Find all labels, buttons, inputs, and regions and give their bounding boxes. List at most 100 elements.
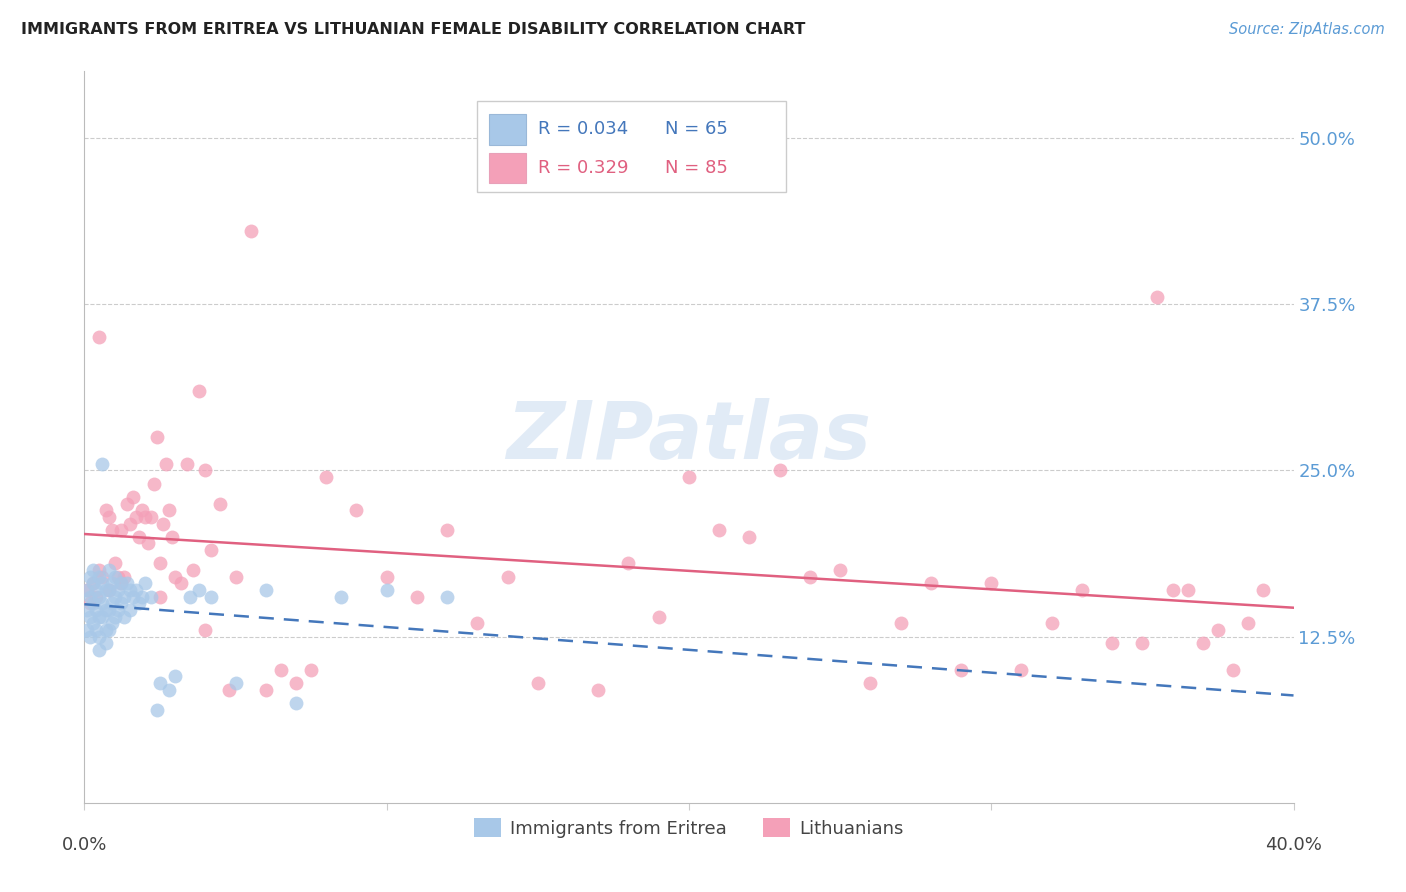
Point <box>131 590 153 604</box>
Text: N = 65: N = 65 <box>665 120 728 138</box>
Point <box>82 616 104 631</box>
Point <box>200 590 222 604</box>
Point <box>115 497 138 511</box>
Point <box>136 536 159 550</box>
Point <box>86 590 108 604</box>
Point <box>254 582 277 597</box>
Point <box>89 643 111 657</box>
Point <box>86 582 108 597</box>
Point <box>1130 636 1153 650</box>
Point <box>110 523 132 537</box>
Point <box>225 570 247 584</box>
Point <box>239 224 262 238</box>
Point <box>799 570 821 584</box>
Point <box>648 609 671 624</box>
Point <box>1071 582 1094 597</box>
Point <box>110 576 132 591</box>
Point <box>678 470 700 484</box>
Point <box>225 676 247 690</box>
Point <box>104 557 127 571</box>
Point <box>375 582 398 597</box>
Point <box>285 676 308 690</box>
Point <box>107 582 129 597</box>
Point <box>82 576 104 591</box>
Point <box>91 457 114 471</box>
Point <box>142 476 165 491</box>
Point <box>188 582 211 597</box>
Point <box>79 596 101 610</box>
Point <box>254 682 277 697</box>
Point <box>209 497 232 511</box>
Point <box>112 570 135 584</box>
Point <box>270 663 292 677</box>
Point <box>950 663 973 677</box>
Point <box>1222 663 1244 677</box>
Point <box>91 596 114 610</box>
Point <box>155 457 177 471</box>
Point <box>82 596 104 610</box>
Point <box>1011 663 1033 677</box>
Point <box>1040 616 1063 631</box>
Point <box>82 576 104 591</box>
Point <box>188 384 211 398</box>
Point <box>97 623 120 637</box>
Point <box>1237 616 1260 631</box>
Text: ZIPatlas: ZIPatlas <box>506 398 872 476</box>
Point <box>89 630 111 644</box>
Point <box>121 490 143 504</box>
Text: Source: ZipAtlas.com: Source: ZipAtlas.com <box>1229 22 1385 37</box>
Point <box>1253 582 1275 597</box>
Point <box>375 570 398 584</box>
Point <box>91 609 114 624</box>
Point <box>94 582 117 597</box>
Point <box>89 570 111 584</box>
Point <box>496 570 519 584</box>
Point <box>104 609 127 624</box>
Point <box>97 509 120 524</box>
Point <box>588 682 610 697</box>
Point <box>128 530 150 544</box>
Point <box>179 590 201 604</box>
Point <box>200 543 222 558</box>
Point <box>557 157 579 171</box>
Point <box>97 563 120 577</box>
Point <box>112 590 135 604</box>
Point <box>121 590 143 604</box>
Point <box>165 669 187 683</box>
Point <box>107 570 129 584</box>
Point <box>76 623 98 637</box>
Point <box>79 609 101 624</box>
Point <box>94 623 117 637</box>
Point <box>128 596 150 610</box>
Point <box>709 523 731 537</box>
Point <box>181 563 204 577</box>
Point <box>100 616 122 631</box>
Point <box>94 503 117 517</box>
Point <box>118 582 141 597</box>
Point <box>107 603 129 617</box>
Point <box>125 582 148 597</box>
Point <box>315 470 337 484</box>
Point <box>176 457 198 471</box>
Point <box>79 570 101 584</box>
Point <box>149 676 172 690</box>
Point <box>1192 636 1215 650</box>
Legend: Immigrants from Eritrea, Lithuanians: Immigrants from Eritrea, Lithuanians <box>467 811 911 845</box>
Point <box>91 576 114 591</box>
Point <box>146 703 169 717</box>
Point <box>157 682 180 697</box>
Text: 0.0%: 0.0% <box>62 836 107 854</box>
Text: R = 0.034: R = 0.034 <box>538 120 628 138</box>
Point <box>218 682 240 697</box>
Point <box>86 623 108 637</box>
Point <box>104 570 127 584</box>
Point <box>467 616 489 631</box>
Point <box>152 516 174 531</box>
Point <box>110 596 132 610</box>
Point <box>890 616 912 631</box>
Point <box>94 636 117 650</box>
Point <box>79 630 101 644</box>
Point <box>170 576 193 591</box>
Point <box>149 590 172 604</box>
Point <box>131 503 153 517</box>
